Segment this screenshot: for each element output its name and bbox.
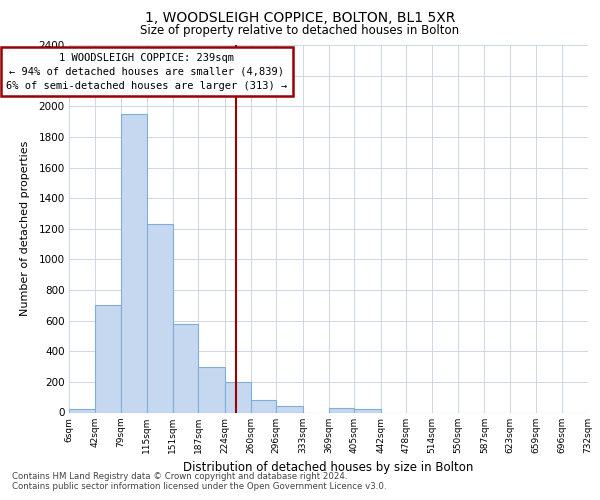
X-axis label: Distribution of detached houses by size in Bolton: Distribution of detached houses by size …	[184, 462, 473, 474]
Bar	[173, 324, 199, 412]
Bar	[95, 306, 121, 412]
Bar	[225, 382, 251, 412]
Bar	[199, 366, 225, 412]
Bar	[277, 406, 303, 412]
Y-axis label: Number of detached properties: Number of detached properties	[20, 141, 30, 316]
Bar	[354, 410, 380, 412]
Bar	[329, 408, 354, 412]
Text: Size of property relative to detached houses in Bolton: Size of property relative to detached ho…	[140, 24, 460, 37]
Bar	[69, 408, 95, 412]
Text: Contains HM Land Registry data © Crown copyright and database right 2024.
Contai: Contains HM Land Registry data © Crown c…	[12, 472, 386, 491]
Text: 1 WOODSLEIGH COPPICE: 239sqm
← 94% of detached houses are smaller (4,839)
6% of : 1 WOODSLEIGH COPPICE: 239sqm ← 94% of de…	[6, 52, 287, 90]
Bar	[251, 400, 277, 412]
Bar	[147, 224, 173, 412]
Bar	[121, 114, 147, 412]
Text: 1, WOODSLEIGH COPPICE, BOLTON, BL1 5XR: 1, WOODSLEIGH COPPICE, BOLTON, BL1 5XR	[145, 11, 455, 25]
